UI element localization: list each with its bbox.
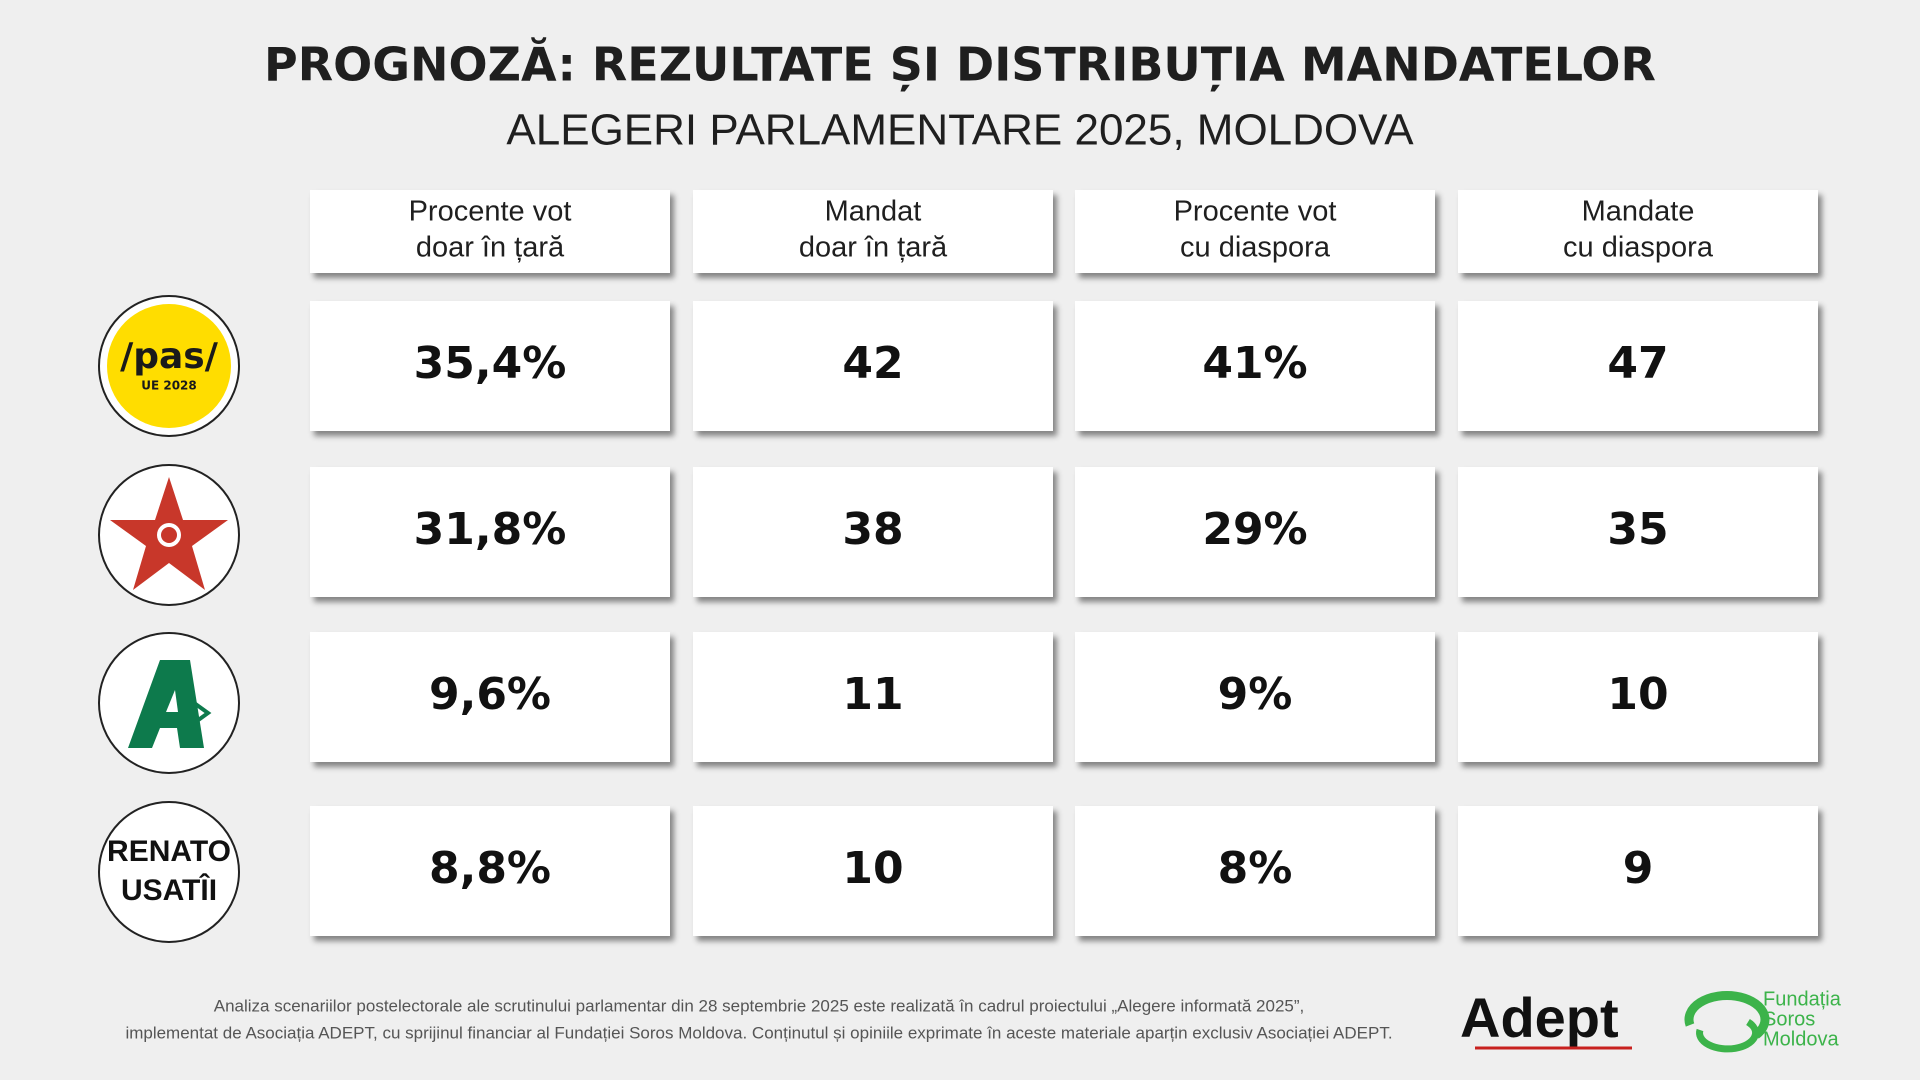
column-header: cu diaspora [1563, 232, 1714, 264]
cell-value: 10 [1607, 669, 1668, 720]
cell-value: 42 [842, 338, 903, 389]
logo-text: /pas/ [120, 336, 219, 377]
table: Procente vot doar în țară Mandat doar în ța… [310, 190, 1818, 936]
cell-value: 38 [842, 504, 903, 555]
cell-box [1075, 467, 1435, 597]
column-header: doar în țară [416, 232, 565, 264]
cell-value: 31,8% [414, 504, 567, 555]
column-header: Mandate [1582, 196, 1695, 228]
cell-box [310, 301, 670, 431]
header-box [1075, 190, 1435, 273]
logo-pas: /pas/ UE 2028 [98, 295, 240, 437]
cell-box [1458, 806, 1818, 936]
cell-box [1075, 632, 1435, 762]
column-header: doar în țară [799, 232, 948, 264]
cell-box [1458, 301, 1818, 431]
cell-box [1075, 806, 1435, 936]
cell-value: 11 [842, 669, 903, 720]
logo-text: USATÎI [121, 873, 217, 907]
adept-logo: Adept [1460, 986, 1632, 1050]
logo-renato: RENATO USATÎI [98, 801, 240, 943]
soros-text: Soros [1763, 1008, 1815, 1030]
cell-value: 8% [1218, 843, 1293, 894]
cell-value: 35,4% [414, 338, 567, 389]
header-box [693, 190, 1053, 273]
footer-note: Analiza scenariilor postelectorale ale s… [214, 996, 1304, 1015]
cell-value: 47 [1607, 338, 1668, 389]
logo-a [98, 632, 240, 774]
cell-box [1075, 301, 1435, 431]
column-header: cu diaspora [1180, 232, 1331, 264]
logo-star [98, 464, 240, 606]
soros-text: Fundația [1763, 988, 1842, 1010]
adept-text: Adept [1460, 986, 1619, 1049]
soros-text: Moldova [1763, 1028, 1839, 1050]
cell-box [693, 632, 1053, 762]
cell-box [310, 632, 670, 762]
subtitle: ALEGERI PARLAMENTARE 2025, MOLDOVA [506, 106, 1414, 155]
cell-box [693, 467, 1053, 597]
cell-value: 9,6% [429, 669, 551, 720]
column-header: Mandat [825, 196, 922, 228]
logo-text: UE 2028 [141, 379, 197, 393]
soros-logo: Fundația Soros Moldova [1684, 988, 1842, 1053]
title: PROGNOZĂ: REZULTATE ȘI DISTRIBUȚIA MANDA… [264, 37, 1656, 92]
header-box [1458, 190, 1818, 273]
cell-value: 9 [1623, 843, 1654, 894]
cell-value: 35 [1607, 504, 1668, 555]
column-header: Procente vot [409, 196, 572, 228]
cell-box [310, 467, 670, 597]
logo-text: RENATO [107, 835, 231, 868]
footer-note: implementat de Asociația ADEPT, cu sprij… [125, 1023, 1392, 1042]
cell-value: 8,8% [429, 843, 551, 894]
cell-value: 41% [1202, 338, 1307, 389]
cell-value: 29% [1202, 504, 1307, 555]
cell-box [1458, 632, 1818, 762]
cell-value: 9% [1218, 669, 1293, 720]
column-header: Procente vot [1174, 196, 1337, 228]
cell-box [693, 301, 1053, 431]
header-box [310, 190, 670, 273]
cell-box [310, 806, 670, 936]
cell-box [1458, 467, 1818, 597]
cell-box [693, 806, 1053, 936]
cell-value: 10 [842, 843, 903, 894]
